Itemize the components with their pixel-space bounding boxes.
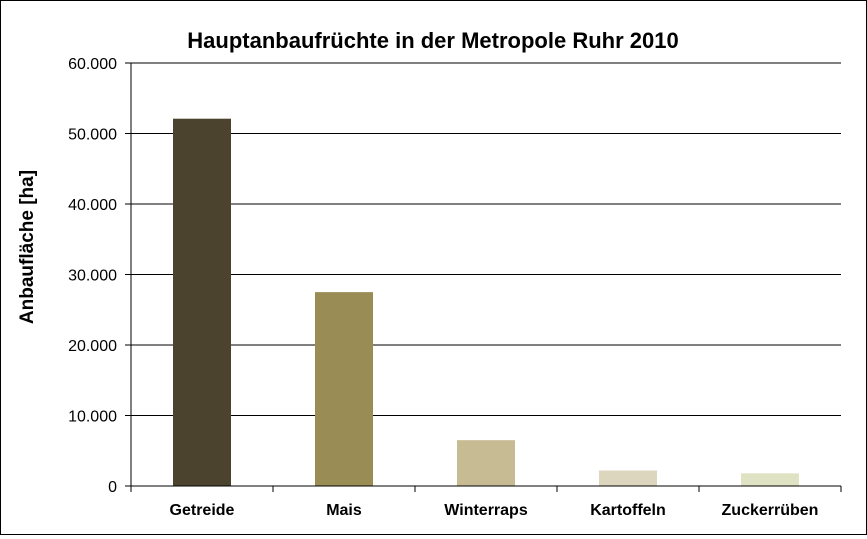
y-tick-label: 50.000 <box>68 127 117 144</box>
y-tick-label: 30.000 <box>68 268 117 285</box>
x-tick-label: Mais <box>326 502 362 519</box>
y-tick-label: 40.000 <box>68 197 117 214</box>
x-tick-label: Winterraps <box>444 502 528 519</box>
y-tick-label: 10.000 <box>68 409 117 426</box>
x-tick-label: Zuckerrüben <box>722 502 819 519</box>
bar-mais <box>315 292 373 486</box>
y-axis-label: Anbaufläche [ha] <box>17 170 38 324</box>
gridlines <box>125 62 841 487</box>
x-tick-labels: Getreide Mais Winterraps Kartoffeln Zuckerrü… <box>170 502 819 519</box>
bar-getreide <box>173 118 231 486</box>
y-tick-label: 0 <box>108 479 117 496</box>
bar-kartoffeln <box>599 470 657 486</box>
x-tick-label: Kartoffeln <box>590 502 666 519</box>
bar-winterraps <box>457 440 515 486</box>
bar-zuckerrüben <box>741 473 799 486</box>
bars <box>173 118 799 486</box>
x-tick-label: Getreide <box>170 502 235 519</box>
y-tick-label: 20.000 <box>68 338 117 355</box>
chart-title: Hauptanbaufrüchte in der Metropole Ruhr … <box>187 28 678 53</box>
y-tick-label: 60.000 <box>68 56 117 73</box>
y-tick-labels: 0 10.000 20.000 30.000 40.000 50.000 60.000 <box>68 56 117 496</box>
axes <box>130 63 842 492</box>
